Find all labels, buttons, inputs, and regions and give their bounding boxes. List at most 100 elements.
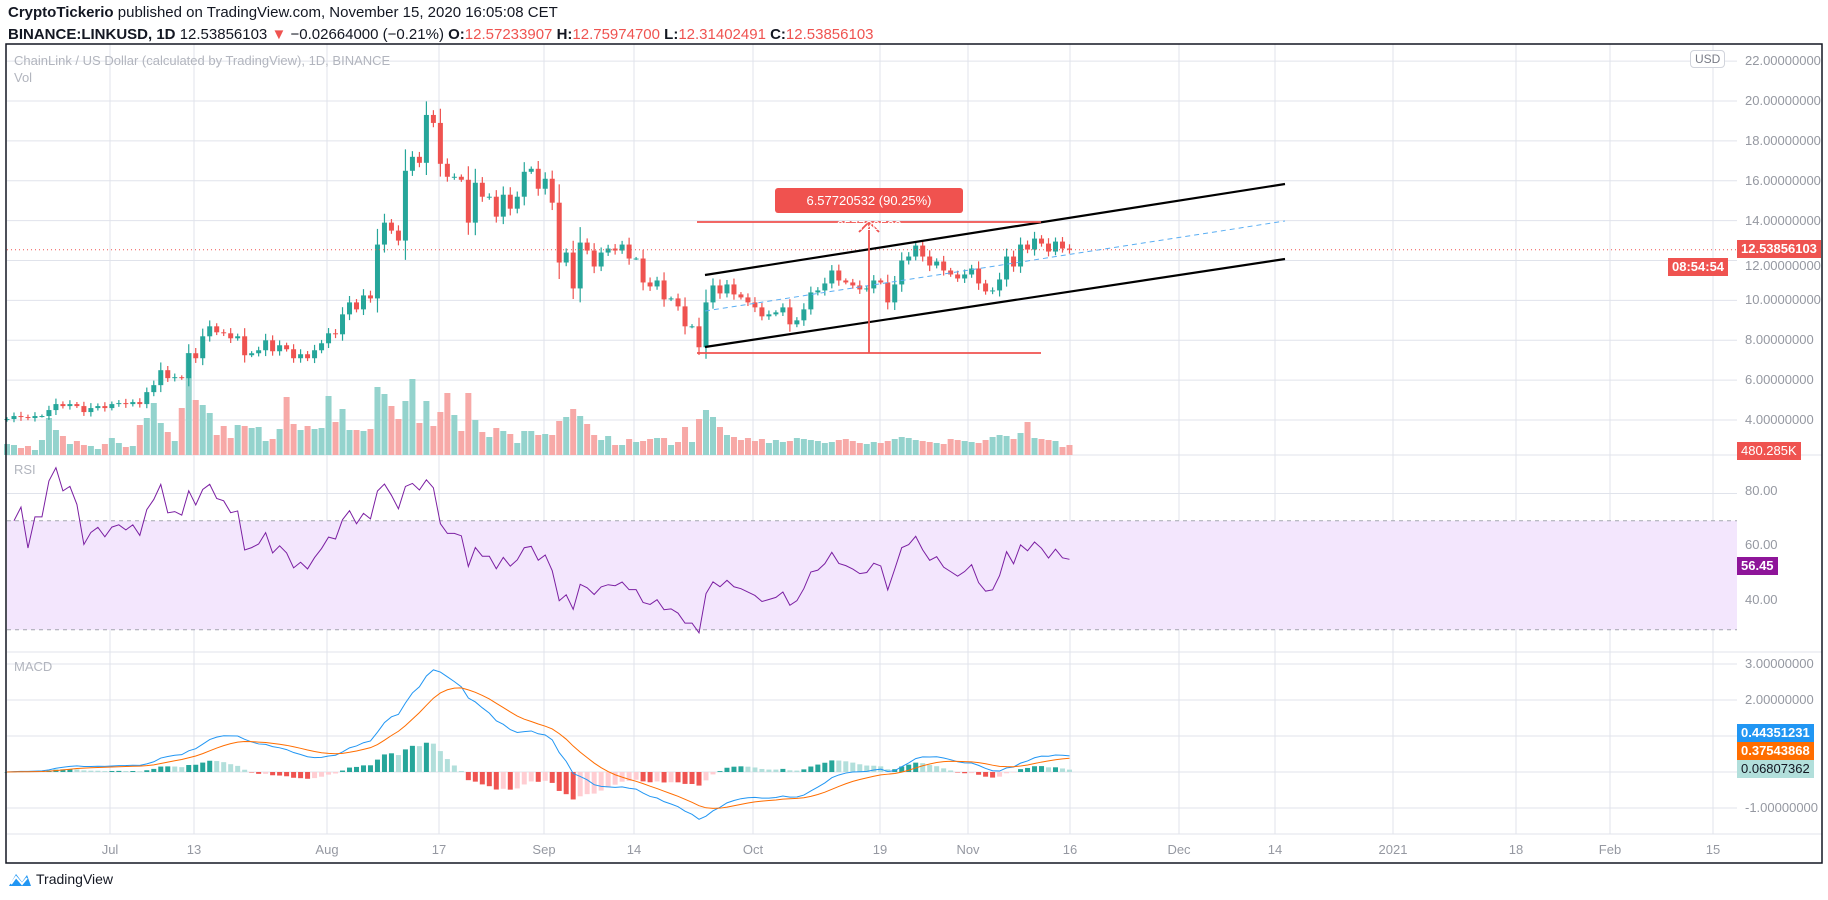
candle-body <box>759 307 765 317</box>
volume-bar <box>192 400 199 455</box>
macd-histogram-bar <box>584 772 590 795</box>
candle-body <box>969 268 975 275</box>
volume-bar <box>933 443 940 455</box>
candle-body <box>1053 241 1058 252</box>
macd-histogram-bar <box>661 772 667 783</box>
volume-bar <box>989 437 996 455</box>
macd-histogram-bar <box>430 743 436 772</box>
candle-body <box>165 370 171 379</box>
price-axis-label: 22.00000000 <box>1745 53 1821 69</box>
candle-body <box>298 354 304 359</box>
volume-bar <box>821 443 828 455</box>
macd-axis-label: -1.00000000 <box>1745 800 1819 815</box>
candle-body <box>11 416 17 420</box>
candle-body <box>4 419 10 421</box>
macd-histogram-bar <box>437 751 443 772</box>
candle-body <box>291 349 297 359</box>
candle-body <box>990 290 996 292</box>
macd-histogram-bar <box>689 772 695 785</box>
macd-histogram-bar <box>563 772 569 795</box>
candle-body <box>1025 244 1031 250</box>
candle-body <box>74 404 80 407</box>
macd-histogram-bar <box>179 767 185 772</box>
macd-histogram-bar <box>451 765 457 772</box>
volume-bar <box>786 441 793 455</box>
candle-body <box>640 258 646 283</box>
candle-body <box>745 297 751 303</box>
candle-body <box>340 314 346 335</box>
volume-bar <box>1045 440 1052 455</box>
price-axis-label: 18.00000000 <box>1745 132 1821 148</box>
rsi-band <box>7 520 1737 631</box>
macd-histogram-bar <box>703 772 709 781</box>
macd-histogram-bar <box>794 770 800 772</box>
macd-histogram-bar <box>347 767 353 772</box>
candle-body <box>668 298 674 300</box>
candle-body <box>808 292 814 310</box>
currency-badge[interactable]: USD <box>1690 50 1726 68</box>
candle-body <box>675 298 681 307</box>
candle-body <box>32 416 38 419</box>
volume-bar <box>975 443 982 455</box>
volume-bar <box>437 412 444 455</box>
volume-bar <box>178 408 185 455</box>
volume-bar <box>807 440 814 455</box>
macd-histogram-bar <box>158 766 164 772</box>
publish-line: CryptoTickerio published on TradingView.… <box>8 4 558 21</box>
macd-histogram-bar <box>402 749 408 772</box>
candle-body <box>1039 238 1045 244</box>
macd-histogram-bar <box>864 765 870 772</box>
volume-bar <box>213 435 220 455</box>
candle-body <box>997 279 1003 291</box>
macd-histogram-bar <box>305 772 311 779</box>
volume-bar <box>164 432 171 455</box>
macd-histogram-bar <box>640 772 646 782</box>
volume-bar <box>430 426 437 455</box>
candle-body <box>354 302 359 310</box>
macd-histogram-bar <box>717 771 723 772</box>
candle-body <box>703 302 709 348</box>
volume-bar <box>388 406 395 455</box>
macd-histogram-bar <box>109 770 115 772</box>
candle-body <box>619 244 625 251</box>
close-label: C: <box>770 26 786 43</box>
candle-body <box>976 268 982 284</box>
time-tick-label: Sep <box>532 842 556 857</box>
candle-body <box>724 284 730 294</box>
macd-histogram-bar <box>1039 766 1045 772</box>
volume-bar <box>1031 438 1038 455</box>
candle-body <box>773 312 779 315</box>
candle-body <box>228 333 234 339</box>
macd-histogram-bar <box>829 760 835 772</box>
volume-bar <box>598 440 605 455</box>
volume-bar <box>451 415 458 455</box>
macd-histogram-bar <box>340 770 346 772</box>
candle-body <box>319 343 325 351</box>
candle-body <box>577 242 583 289</box>
price-axis-label: 10.00000000 <box>1745 292 1821 308</box>
candle-body <box>738 294 744 298</box>
candle-body <box>913 245 919 257</box>
volume-bar <box>283 397 290 455</box>
price-axis-label: 14.00000000 <box>1745 212 1821 228</box>
candle-body <box>144 392 150 405</box>
volume-bar <box>716 427 723 455</box>
volume-bar <box>926 442 933 455</box>
volume-bar <box>150 403 157 455</box>
candle-body <box>207 326 213 337</box>
candle-body <box>235 336 241 339</box>
candle-body <box>479 182 485 197</box>
candle-body <box>885 282 891 303</box>
candle-body <box>766 314 772 317</box>
time-tick-label: 14 <box>1267 842 1283 857</box>
macd-histogram-bar <box>850 762 856 772</box>
macd-histogram-bar <box>228 764 234 772</box>
candle-body <box>305 354 311 359</box>
volume-bar <box>325 396 332 455</box>
macd-histogram-bar <box>885 769 891 772</box>
time-tick-label: 18 <box>1508 842 1524 857</box>
price-range-label[interactable]: 6.57720532 (90.25%) 657720532 <box>775 188 963 233</box>
volume-bar <box>521 431 528 455</box>
volume-bar <box>1017 433 1024 455</box>
